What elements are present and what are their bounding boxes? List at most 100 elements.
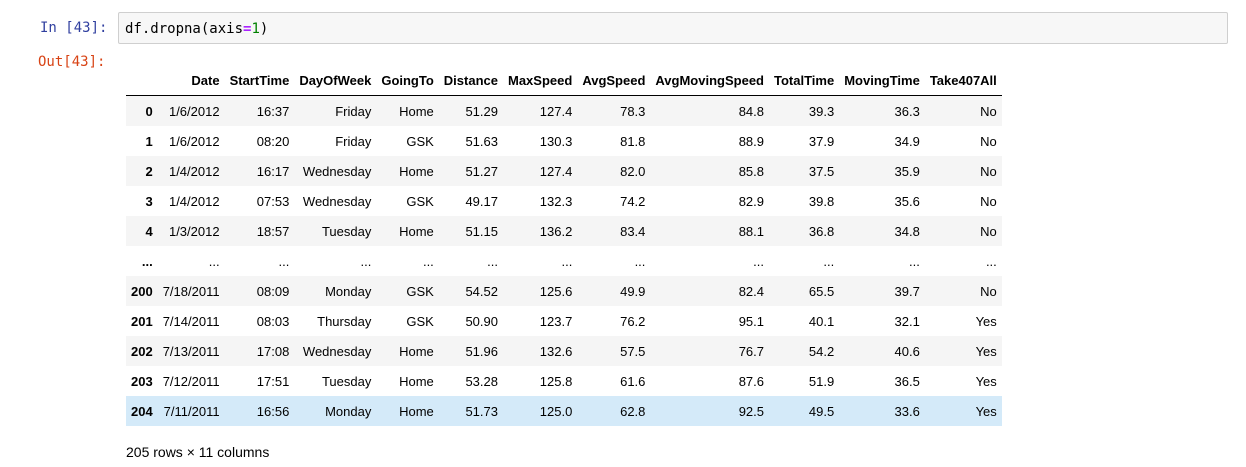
cell-totaltime: 54.2 xyxy=(808,343,835,359)
column-header-index xyxy=(126,66,158,96)
table-row: 4 1/3/2012 18:57 Tuesday Home 51.15 136.2 83.4 8… xyxy=(126,216,1002,246)
cell-dayofweek: ... xyxy=(360,253,372,269)
cell-dayofweek: Friday xyxy=(335,103,372,119)
cell-totaltime: ... xyxy=(823,253,835,269)
cell-avgmovingspeed: ... xyxy=(753,253,764,269)
cell-take407all: No xyxy=(980,103,997,119)
cell-avgmovingspeed: 87.6 xyxy=(738,373,764,389)
cell-avgmovingspeed: 95.1 xyxy=(738,313,764,329)
cell-dayofweek: Tuesday xyxy=(321,223,372,239)
cell-take407all: No xyxy=(980,193,997,209)
cell-movingtime: ... xyxy=(908,253,920,269)
output-prompt: Out[43]: xyxy=(38,54,106,70)
cell-avgmovingspeed: 84.8 xyxy=(738,103,764,119)
column-header-totaltime: TotalTime xyxy=(769,66,840,96)
cell-take407all: Yes xyxy=(975,343,997,359)
table-row: .................................... xyxy=(126,246,1002,276)
table-header-row: Date StartTime DayOfWeek GoingTo Distanc… xyxy=(126,66,1002,96)
cell-index: 201 xyxy=(131,313,153,329)
column-header-distance: Distance xyxy=(438,66,503,96)
cell-goingto: GSK xyxy=(406,193,434,209)
cell-distance: ... xyxy=(487,253,498,269)
cell-movingtime: 34.8 xyxy=(894,223,920,239)
cell-index: 200 xyxy=(131,283,153,299)
cell-take407all: No xyxy=(980,163,997,179)
code-equals-operator: = xyxy=(243,21,252,37)
cell-maxspeed: 127.4 xyxy=(539,163,573,179)
cell-totaltime: 39.8 xyxy=(808,193,835,209)
cell-avgspeed: 61.6 xyxy=(620,373,646,389)
cell-starttime: 16:17 xyxy=(256,163,290,179)
cell-distance: 51.73 xyxy=(465,403,498,419)
cell-distance: 51.15 xyxy=(465,223,498,239)
column-header-dayofweek: DayOfWeek xyxy=(294,66,377,96)
cell-take407all: No xyxy=(980,223,997,239)
cell-movingtime: 39.7 xyxy=(894,283,920,299)
cell-starttime: 17:08 xyxy=(256,343,290,359)
column-header-goingto: GoingTo xyxy=(376,66,439,96)
cell-movingtime: 36.3 xyxy=(894,103,920,119)
cell-dayofweek: Wednesday xyxy=(302,163,372,179)
cell-date: 1/4/2012 xyxy=(168,163,220,179)
cell-date: ... xyxy=(208,253,220,269)
cell-avgmovingspeed: 92.5 xyxy=(738,403,764,419)
cell-take407all: ... xyxy=(985,253,997,269)
cell-goingto: ... xyxy=(422,253,434,269)
cell-avgspeed: 83.4 xyxy=(620,223,646,239)
cell-distance: 51.29 xyxy=(465,103,498,119)
cell-date: 7/12/2011 xyxy=(162,373,220,389)
cell-dayofweek: Friday xyxy=(335,133,372,149)
cell-dayofweek: Wednesday xyxy=(302,193,372,209)
table-row: 202 7/13/2011 17:08 Wednesday Home 51.96 132.6… xyxy=(126,336,1002,366)
cell-date: 7/13/2011 xyxy=(162,343,220,359)
column-header-starttime: StartTime xyxy=(224,66,295,96)
cell-movingtime: 32.1 xyxy=(894,313,920,329)
cell-movingtime: 35.6 xyxy=(894,193,920,209)
cell-date: 7/11/2011 xyxy=(163,403,220,419)
table-row: 203 7/12/2011 17:51 Tuesday Home 53.28 125.8 61… xyxy=(126,366,1002,396)
column-header-take407all: Take407All xyxy=(924,66,1002,96)
cell-maxspeed: 123.7 xyxy=(539,313,573,329)
cell-avgspeed: ... xyxy=(634,253,646,269)
cell-starttime: 17:51 xyxy=(256,373,290,389)
cell-movingtime: 35.9 xyxy=(894,163,920,179)
cell-movingtime: 36.5 xyxy=(894,373,920,389)
cell-totaltime: 40.1 xyxy=(808,313,835,329)
cell-avgspeed: 78.3 xyxy=(620,103,646,119)
cell-index: 2 xyxy=(145,163,153,179)
cell-index: 1 xyxy=(145,133,153,149)
table-row: 3 1/4/2012 07:53 Wednesday GSK 49.17 132.3 74.2… xyxy=(126,186,1002,216)
cell-avgmovingspeed: 88.9 xyxy=(738,133,764,149)
cell-starttime: 08:03 xyxy=(256,313,290,329)
cell-date: 7/18/2011 xyxy=(162,283,220,299)
cell-distance: 50.90 xyxy=(465,313,498,329)
cell-goingto: GSK xyxy=(406,133,434,149)
cell-avgmovingspeed: 82.4 xyxy=(738,283,764,299)
cell-index: 204 xyxy=(131,403,153,419)
cell-avgspeed: 82.0 xyxy=(620,163,646,179)
cell-goingto: Home xyxy=(399,223,434,239)
dataframe-output: Date StartTime DayOfWeek GoingTo Distanc… xyxy=(126,66,1002,426)
cell-goingto: Home xyxy=(399,403,434,419)
cell-index: 202 xyxy=(131,343,153,359)
cell-movingtime: 33.6 xyxy=(894,403,920,419)
cell-distance: 51.27 xyxy=(465,163,498,179)
code-text-suffix: ) xyxy=(259,21,269,37)
cell-starttime: 16:56 xyxy=(256,403,290,419)
cell-goingto: Home xyxy=(399,103,434,119)
cell-avgspeed: 76.2 xyxy=(620,313,646,329)
cell-avgspeed: 81.8 xyxy=(620,133,646,149)
cell-goingto: Home xyxy=(399,163,434,179)
table-row: 201 7/14/2011 08:03 Thursday GSK 50.90 123.7 76… xyxy=(126,306,1002,336)
column-header-avgmovingspeed: AvgMovingSpeed xyxy=(650,66,769,96)
cell-goingto: GSK xyxy=(406,313,434,329)
cell-avgmovingspeed: 82.9 xyxy=(738,193,764,209)
code-cell-input[interactable]: df.dropna(axis=1) xyxy=(118,12,1228,44)
cell-totaltime: 65.5 xyxy=(808,283,835,299)
cell-goingto: GSK xyxy=(406,283,434,299)
table-row: 1 1/6/2012 08:20 Friday GSK 51.63 130.3 81.8 88.… xyxy=(126,126,1002,156)
table-body: 0 1/6/2012 16:37 Friday Home 51.29 127.4 78.3 84… xyxy=(126,95,1002,426)
cell-index: 3 xyxy=(145,193,153,209)
cell-distance: 49.17 xyxy=(465,193,498,209)
cell-take407all: Yes xyxy=(975,373,997,389)
